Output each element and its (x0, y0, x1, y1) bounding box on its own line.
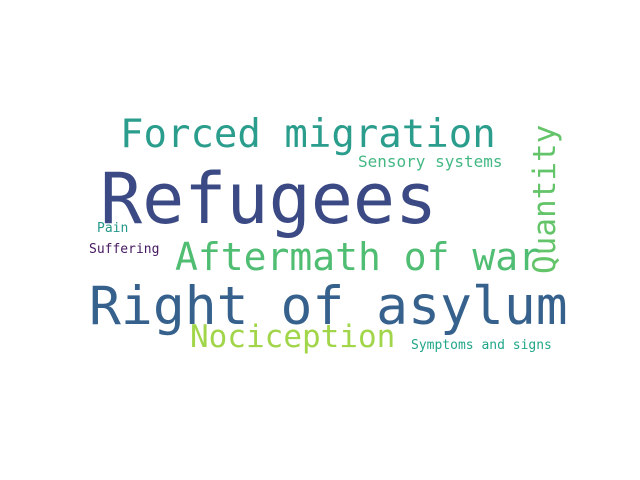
word-sensory-systems: Sensory systems (358, 152, 503, 171)
word-right-of-asylum: Right of asylum (89, 276, 568, 337)
word-aftermath-of-war: Aftermath of war (175, 235, 542, 279)
word-nociception: Nociception (190, 319, 396, 355)
word-quantity: Quantity (527, 124, 563, 274)
word-forced-migration: Forced migration (120, 112, 496, 157)
word-symptoms-and-signs: Symptoms and signs (411, 338, 552, 353)
word-pain: Pain (97, 221, 129, 236)
word-refugees: Refugees (100, 158, 438, 240)
word-suffering: Suffering (89, 242, 160, 257)
